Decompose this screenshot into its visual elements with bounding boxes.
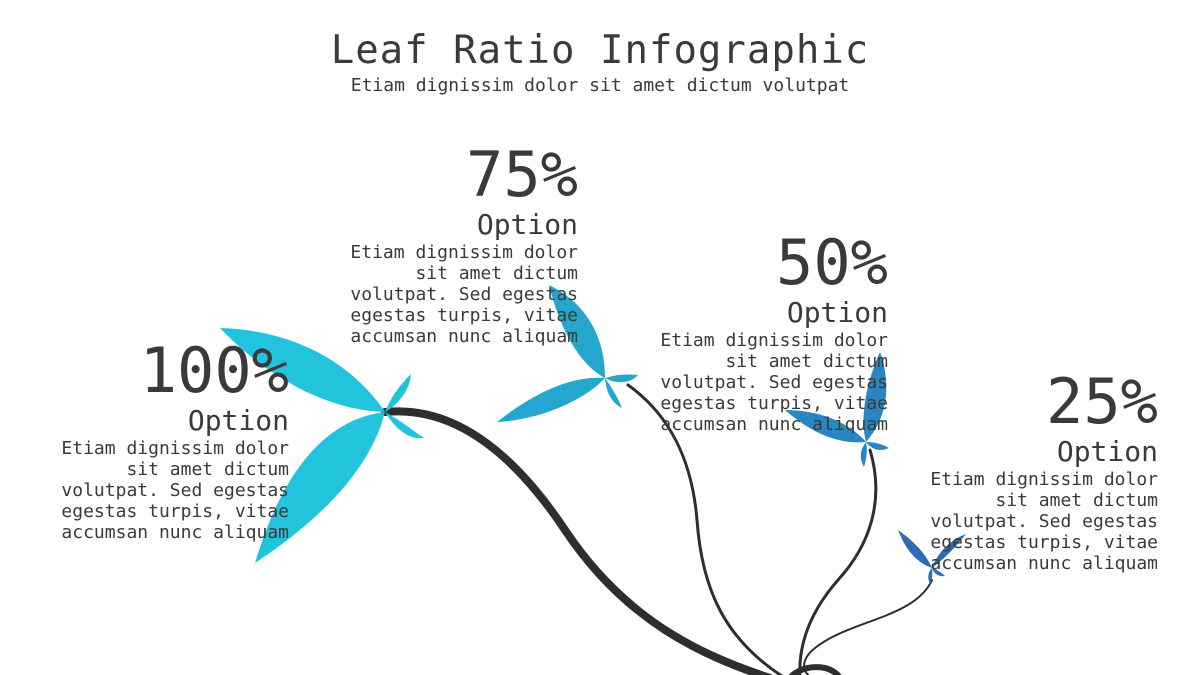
option-label: Option <box>187 404 289 437</box>
option-percent: 25% <box>1046 365 1158 438</box>
page-title: Leaf Ratio Infographic <box>330 28 870 73</box>
leaf-75-small-right <box>605 374 638 383</box>
leaf-50-left <box>785 410 866 443</box>
stem-50 <box>798 448 878 675</box>
leaf-100-lower <box>255 412 385 563</box>
option-description: Etiam dignissim dolor sit amet dictum vo… <box>660 330 888 435</box>
stem-75 <box>626 383 784 675</box>
leaf-100-upper <box>220 328 385 412</box>
option-block-25: 25% Option Etiam dignissim dolor sit ame… <box>903 365 1158 575</box>
leaf-25-small-down <box>928 568 933 584</box>
option-description: Etiam dignissim dolor sit amet dictum vo… <box>930 469 1158 574</box>
leaf-cluster-25 <box>898 530 966 584</box>
option-block-50: 50% Option Etiam dignissim dolor sit ame… <box>633 226 888 436</box>
option-label: Option <box>476 208 578 241</box>
option-description: Etiam dignissim dolor sit amet dictum vo… <box>350 242 578 347</box>
option-block-75: 75% Option Etiam dignissim dolor sit ame… <box>323 138 578 348</box>
leaf-50-small-down <box>860 442 867 467</box>
leaf-25-left <box>898 530 932 568</box>
option-block-100: 100% Option Etiam dignissim dolor sit am… <box>34 334 289 544</box>
option-description: Etiam dignissim dolor sit amet dictum vo… <box>61 438 289 543</box>
stem-base <box>788 664 842 675</box>
leaf-75-lower <box>497 377 605 422</box>
leaf-25-small-right <box>932 568 945 577</box>
option-percent: 50% <box>776 226 888 299</box>
page-subtitle: Etiam dignissim dolor sit amet dictum vo… <box>350 75 850 96</box>
stems <box>381 383 933 675</box>
option-label: Option <box>1056 435 1158 468</box>
leaf-75-small-down <box>605 378 622 408</box>
leaf-75-upper <box>549 285 605 378</box>
leaf-cluster-75 <box>497 285 638 422</box>
option-label: Option <box>786 296 888 329</box>
option-percent: 100% <box>139 334 289 407</box>
leaf-50-upper <box>863 352 887 442</box>
stem-main <box>381 407 773 675</box>
leaf-100-small-up <box>385 374 411 412</box>
leaf-50-small-right <box>866 442 889 450</box>
option-percent: 75% <box>466 138 578 211</box>
stem-25 <box>803 579 933 675</box>
leaf-cluster-50 <box>785 352 889 467</box>
leaf-100-small-right <box>385 412 424 439</box>
leaf-cluster-100 <box>220 328 424 563</box>
leaf-25-right <box>932 534 966 568</box>
